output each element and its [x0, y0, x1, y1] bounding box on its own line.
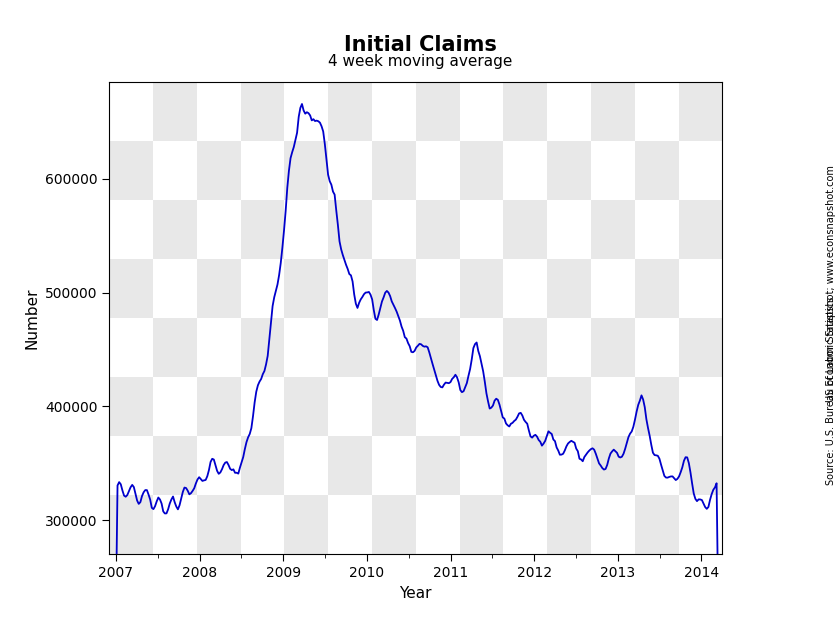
Bar	[285, 495, 328, 554]
Bar	[503, 200, 547, 259]
Bar	[109, 377, 153, 436]
Bar	[240, 436, 285, 495]
Bar	[679, 200, 722, 259]
Bar	[503, 318, 547, 377]
Bar	[240, 200, 285, 259]
Bar	[459, 259, 503, 318]
Bar	[416, 436, 459, 495]
Bar	[153, 436, 197, 495]
Bar	[197, 141, 240, 200]
Bar	[109, 141, 153, 200]
Bar	[591, 318, 635, 377]
Bar	[459, 495, 503, 554]
Bar	[109, 495, 153, 554]
Bar	[547, 141, 591, 200]
Bar	[328, 200, 372, 259]
Bar	[372, 495, 416, 554]
Bar	[197, 259, 240, 318]
Bar	[459, 141, 503, 200]
Bar	[679, 436, 722, 495]
Bar	[503, 436, 547, 495]
Bar	[328, 318, 372, 377]
Text: Initial Claims: Initial Claims	[344, 35, 496, 55]
Bar	[635, 377, 679, 436]
Bar	[591, 82, 635, 141]
Bar	[679, 82, 722, 141]
Bar	[372, 377, 416, 436]
Bar	[109, 259, 153, 318]
Bar	[328, 436, 372, 495]
Bar	[547, 495, 591, 554]
Bar	[153, 318, 197, 377]
Bar	[416, 318, 459, 377]
Bar	[635, 259, 679, 318]
Y-axis label: Number: Number	[24, 287, 39, 349]
Bar	[591, 436, 635, 495]
Bar	[459, 377, 503, 436]
Bar	[547, 259, 591, 318]
Bar	[240, 318, 285, 377]
Bar	[416, 200, 459, 259]
Bar	[197, 495, 240, 554]
Bar	[372, 141, 416, 200]
Bar	[503, 82, 547, 141]
Bar	[285, 141, 328, 200]
Text: 4 week moving average: 4 week moving average	[328, 54, 512, 69]
Text: Source: U.S. Bureau of Labor Statistics: Source: U.S. Bureau of Labor Statistics	[826, 297, 836, 484]
Bar	[547, 377, 591, 436]
Bar	[679, 318, 722, 377]
Bar	[591, 200, 635, 259]
Bar	[416, 82, 459, 141]
Bar	[285, 259, 328, 318]
Bar	[635, 141, 679, 200]
X-axis label: Year: Year	[400, 586, 432, 601]
Bar	[285, 377, 328, 436]
Text: US Economic Snapshot; www.econsnapshot.com: US Economic Snapshot; www.econsnapshot.c…	[826, 165, 836, 402]
Bar	[153, 200, 197, 259]
Bar	[153, 82, 197, 141]
Bar	[240, 82, 285, 141]
Bar	[635, 495, 679, 554]
Bar	[197, 377, 240, 436]
Bar	[372, 259, 416, 318]
Bar	[328, 82, 372, 141]
